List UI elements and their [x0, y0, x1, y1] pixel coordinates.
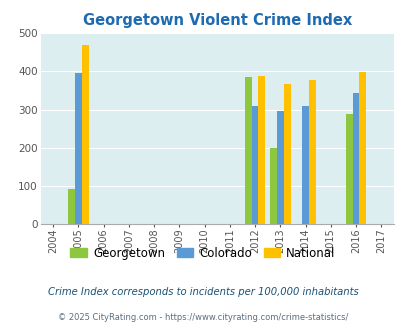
Bar: [276, 112, 283, 224]
Bar: [82, 45, 88, 224]
Bar: [283, 84, 290, 224]
Title: Georgetown Violent Crime Index: Georgetown Violent Crime Index: [82, 13, 351, 28]
Text: Crime Index corresponds to incidents per 100,000 inhabitants: Crime Index corresponds to incidents per…: [47, 287, 358, 297]
Bar: [251, 107, 258, 224]
Bar: [258, 76, 264, 224]
Legend: Georgetown, Colorado, National: Georgetown, Colorado, National: [66, 242, 339, 264]
Bar: [358, 72, 365, 224]
Bar: [352, 93, 358, 224]
Bar: [345, 114, 352, 224]
Bar: [75, 73, 82, 224]
Bar: [308, 81, 315, 224]
Text: © 2025 CityRating.com - https://www.cityrating.com/crime-statistics/: © 2025 CityRating.com - https://www.city…: [58, 313, 347, 322]
Bar: [244, 77, 251, 224]
Bar: [68, 189, 75, 224]
Bar: [301, 107, 308, 224]
Bar: [269, 148, 276, 224]
